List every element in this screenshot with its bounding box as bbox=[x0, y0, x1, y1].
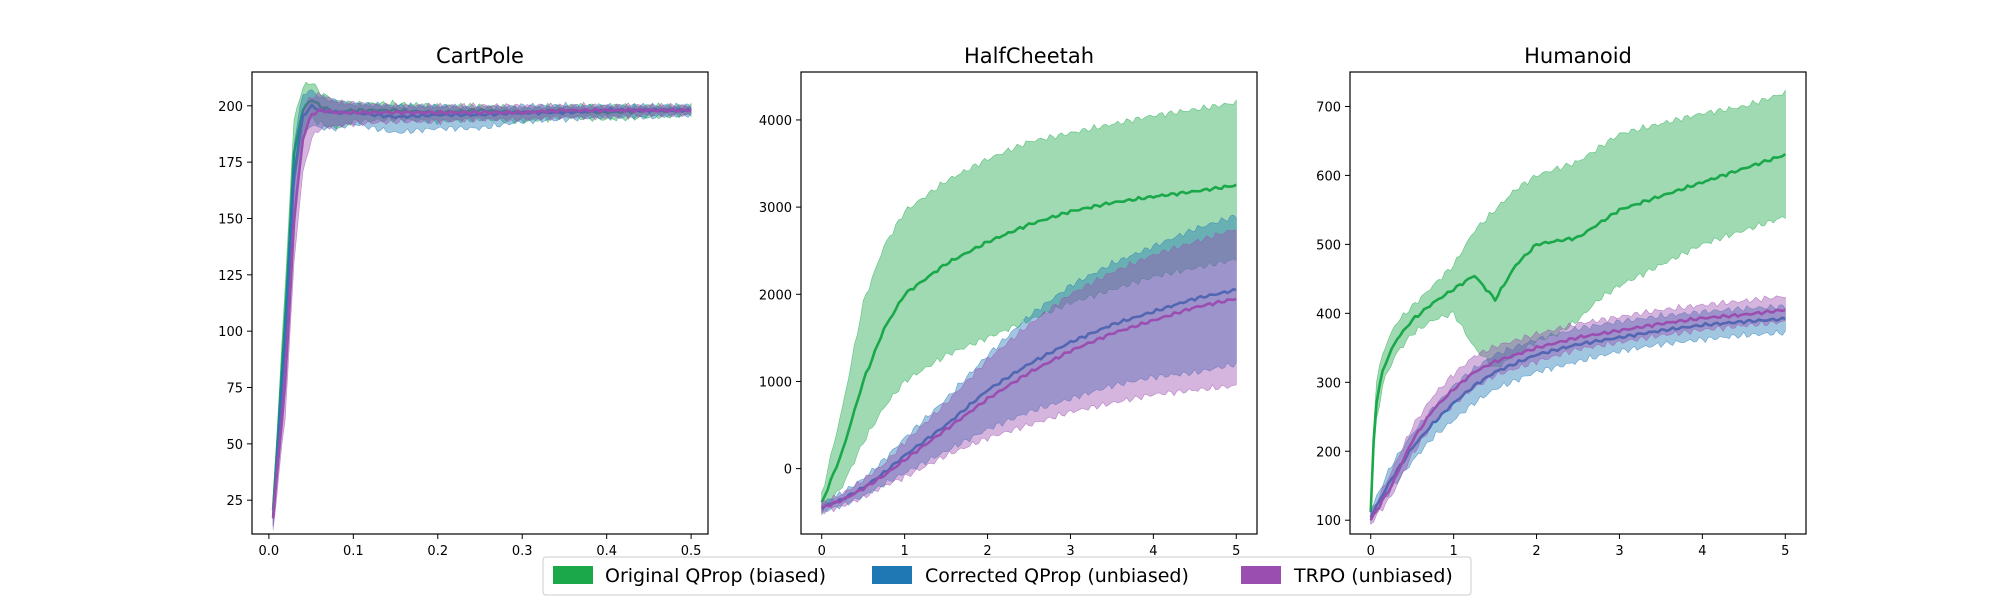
y-tick-label: 200 bbox=[1316, 445, 1341, 460]
panel-halfcheetah: HalfCheetah 0 1 2 3 4 5 0 1000 2000 3000 4000 bbox=[759, 44, 1258, 559]
line-original-qprop-biased bbox=[271, 99, 692, 511]
panel-title: HalfCheetah bbox=[964, 44, 1094, 68]
legend-swatch-corrected-qprop bbox=[872, 566, 912, 584]
y-tick-label: 125 bbox=[218, 269, 243, 284]
x-tick-label: 0.2 bbox=[427, 544, 448, 559]
y-tick-label: 400 bbox=[1316, 307, 1341, 322]
y-tick-label: 700 bbox=[1316, 100, 1341, 115]
line-corrected-qprop-unbiased bbox=[1369, 316, 1786, 519]
y-tick-label: 100 bbox=[1316, 514, 1341, 529]
x-tick-label: 4 bbox=[1149, 544, 1157, 559]
band-original-qprop-biased bbox=[272, 81, 692, 526]
y-tick-label: 50 bbox=[226, 438, 243, 453]
x-tick-label: 5 bbox=[1781, 544, 1789, 559]
x-tick-label: 1 bbox=[1449, 544, 1457, 559]
legend: Original QProp (biased) Corrected QProp … bbox=[542, 556, 1472, 596]
y-tick-label: 3000 bbox=[759, 201, 792, 216]
y-tick-label: 0 bbox=[784, 463, 792, 478]
line-trpo-unbiased bbox=[271, 107, 692, 519]
panel-title: CartPole bbox=[436, 44, 524, 68]
x-tick-label: 2 bbox=[1532, 544, 1540, 559]
y-tick-label: 25 bbox=[226, 494, 243, 509]
y-tick-label: 175 bbox=[218, 156, 243, 171]
line-trpo-unbiased bbox=[1369, 308, 1786, 521]
legend-frame bbox=[542, 556, 1472, 596]
legend-label-original-qprop: Original QProp (biased) bbox=[605, 565, 826, 587]
x-tick-label: 0.1 bbox=[343, 544, 364, 559]
x-tick-label: 0.5 bbox=[681, 544, 702, 559]
axes-frame bbox=[1349, 71, 1807, 535]
panel-humanoid: Humanoid 0 1 2 3 4 5 100 200 300 400 500 600 700 bbox=[1316, 44, 1807, 559]
band-trpo-unbiased bbox=[1370, 295, 1786, 525]
axes-frame bbox=[251, 71, 709, 535]
panel-cartpole: CartPole 0.0 0.1 0.2 0.3 0.4 0.5 25 50 75 100 125 15… bbox=[218, 44, 709, 559]
line-original-qprop-biased bbox=[820, 183, 1237, 503]
band-original-qprop-biased bbox=[1370, 89, 1786, 524]
x-tick-label: 1 bbox=[900, 544, 908, 559]
legend-swatch-original-qprop bbox=[553, 566, 593, 584]
y-tick-label: 200 bbox=[218, 100, 243, 115]
legend-label-trpo: TRPO (unbiased) bbox=[1293, 565, 1453, 587]
x-tick-label: 0.0 bbox=[259, 544, 280, 559]
line-corrected-qprop-unbiased bbox=[271, 103, 692, 518]
y-tick-label: 1000 bbox=[759, 375, 792, 390]
x-tick-label: 0.3 bbox=[512, 544, 533, 559]
y-tick-label: 600 bbox=[1316, 169, 1341, 184]
x-tick-label: 0 bbox=[1367, 544, 1375, 559]
x-tick-label: 2 bbox=[983, 544, 991, 559]
legend-label-corrected-qprop: Corrected QProp (unbiased) bbox=[925, 565, 1189, 587]
axes-frame bbox=[800, 71, 1258, 535]
y-tick-label: 75 bbox=[226, 382, 243, 397]
band-corrected-qprop-unbiased bbox=[272, 89, 692, 527]
x-tick-label: 0.4 bbox=[596, 544, 617, 559]
x-tick-label: 4 bbox=[1698, 544, 1706, 559]
x-tick-label: 3 bbox=[1615, 544, 1623, 559]
line-corrected-qprop-unbiased bbox=[820, 287, 1237, 510]
y-tick-label: 300 bbox=[1316, 376, 1341, 391]
y-tick-label: 2000 bbox=[759, 288, 792, 303]
x-tick-label: 0 bbox=[818, 544, 826, 559]
band-trpo-unbiased bbox=[272, 91, 692, 531]
y-tick-label: 500 bbox=[1316, 238, 1341, 253]
line-original-qprop-biased bbox=[1369, 153, 1787, 513]
line-trpo-unbiased bbox=[820, 297, 1237, 510]
y-tick-label: 100 bbox=[218, 325, 243, 340]
x-tick-label: 3 bbox=[1066, 544, 1074, 559]
y-tick-label: 150 bbox=[218, 212, 243, 227]
legend-swatch-trpo bbox=[1241, 566, 1281, 584]
x-tick-label: 5 bbox=[1232, 544, 1240, 559]
y-tick-label: 4000 bbox=[759, 114, 792, 129]
panel-title: Humanoid bbox=[1524, 44, 1632, 68]
